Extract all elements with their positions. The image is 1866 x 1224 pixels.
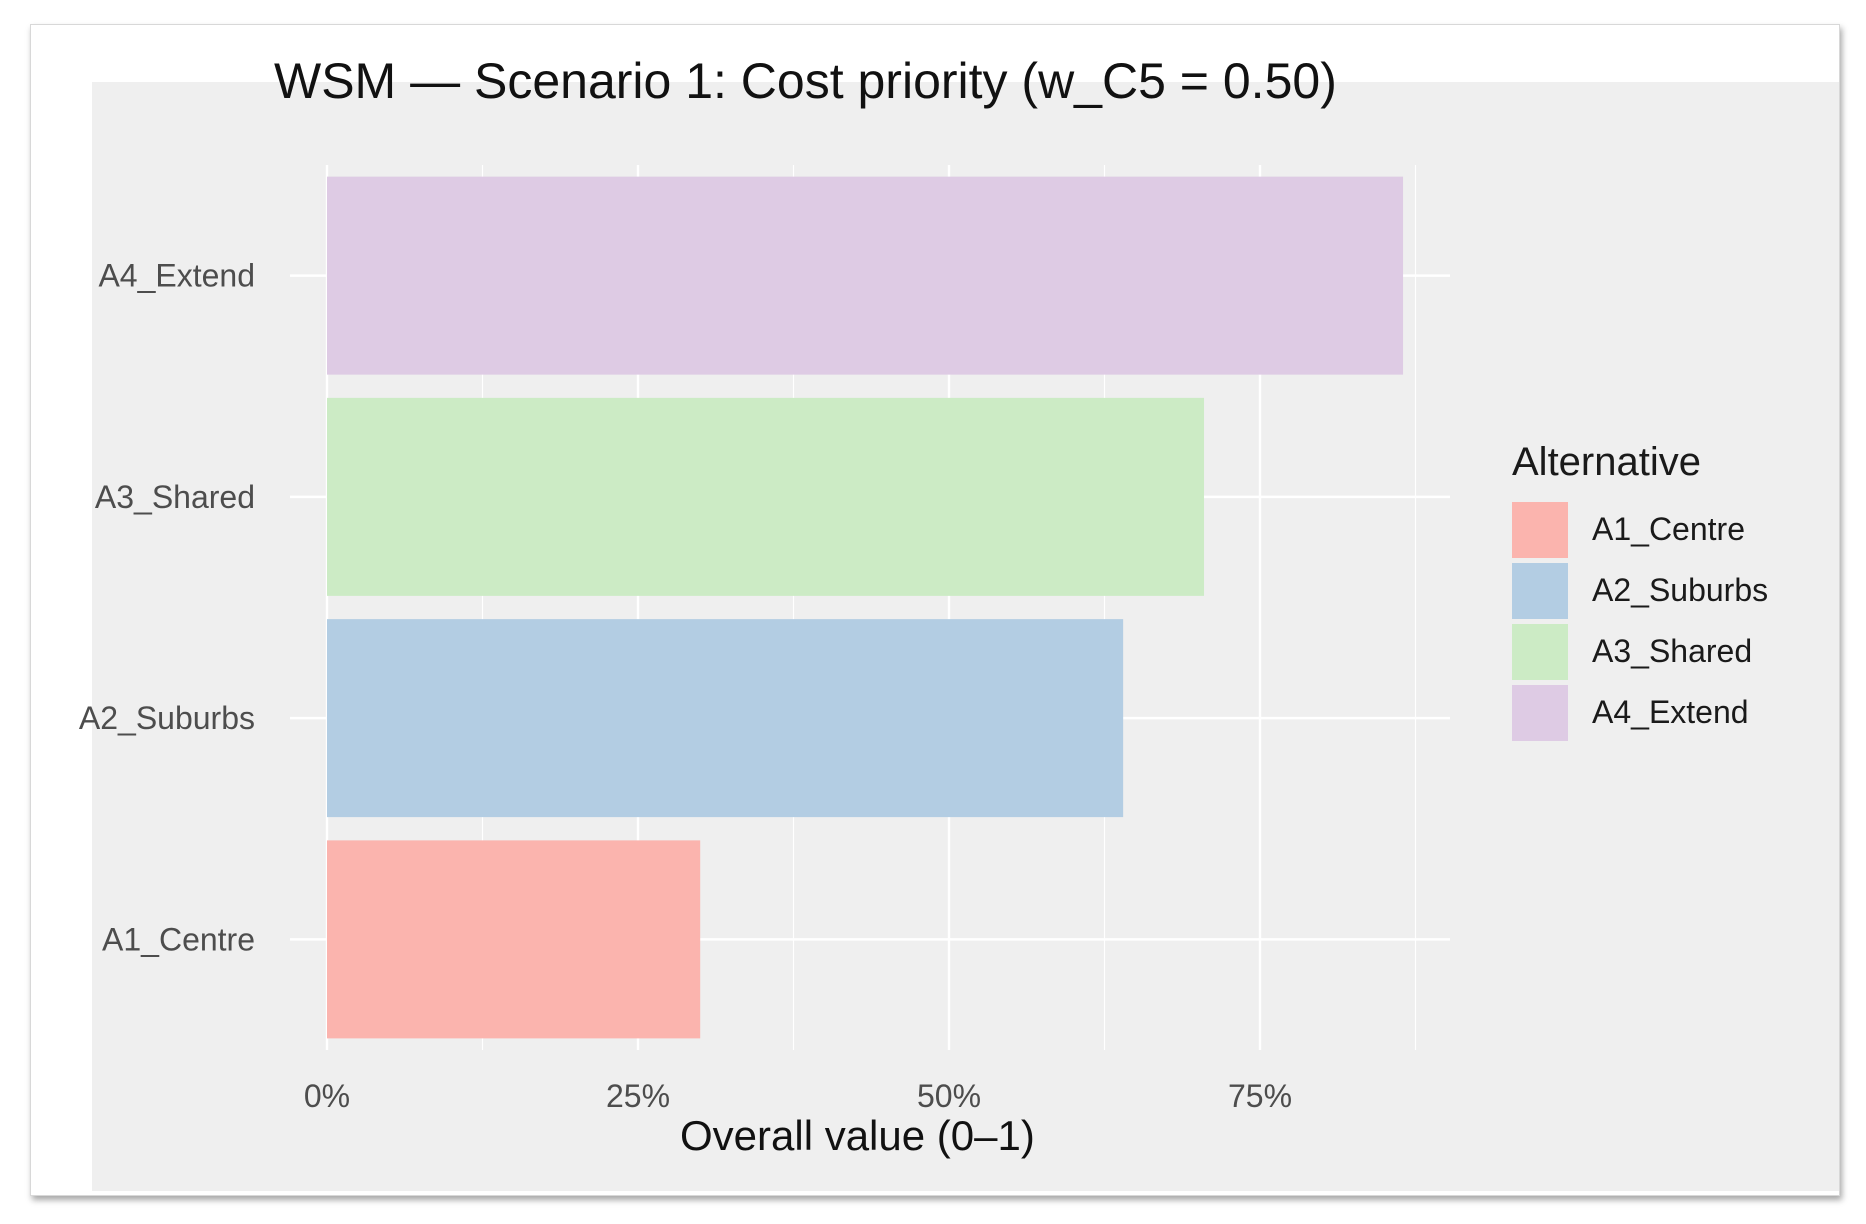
legend-swatch bbox=[1512, 684, 1568, 741]
y-tick-label: A1_Centre bbox=[102, 921, 255, 957]
bar-a2-suburbs bbox=[327, 619, 1124, 818]
legend-title: Alternative bbox=[1512, 440, 1701, 484]
legend: Alternative A1_Centre A2_Suburbs A3_Shared… bbox=[1512, 440, 1768, 743]
legend-swatch bbox=[1512, 501, 1568, 558]
bar-a3-shared bbox=[327, 397, 1205, 596]
legend-swatch bbox=[1512, 623, 1568, 680]
x-tick-label: 75% bbox=[1228, 1078, 1292, 1114]
chart-title: WSM — Scenario 1: Cost priority (w_C5 = … bbox=[274, 53, 1337, 109]
legend-label: A2_Suburbs bbox=[1592, 572, 1769, 608]
legend-item: A4_Extend bbox=[1512, 682, 1768, 743]
legend-label: A4_Extend bbox=[1592, 694, 1749, 730]
legend-item: A2_Suburbs bbox=[1512, 560, 1768, 621]
x-tick-label: 0% bbox=[304, 1078, 350, 1114]
y-tick-label: A4_Extend bbox=[98, 258, 255, 294]
legend-label: A3_Shared bbox=[1592, 633, 1753, 669]
legend-item: A1_Centre bbox=[1512, 499, 1768, 560]
x-axis-labels: 0% 25% 50% 75% bbox=[304, 1078, 1292, 1114]
y-axis-labels: A1_Centre A2_Suburbs A3_Shared A4_Extend bbox=[79, 258, 255, 958]
legend-item: A3_Shared bbox=[1512, 621, 1768, 682]
bars bbox=[327, 176, 1404, 1039]
y-tick-label: A2_Suburbs bbox=[79, 700, 255, 736]
legend-swatch bbox=[1512, 562, 1568, 619]
bar-a1-centre bbox=[327, 840, 701, 1039]
bar-a4-extend bbox=[327, 176, 1404, 375]
y-tick-label: A3_Shared bbox=[95, 479, 255, 515]
x-tick-label: 50% bbox=[917, 1078, 981, 1114]
legend-label: A1_Centre bbox=[1592, 511, 1745, 547]
x-tick-label: 25% bbox=[606, 1078, 670, 1114]
x-axis-title: Overall value (0–1) bbox=[680, 1112, 1035, 1159]
